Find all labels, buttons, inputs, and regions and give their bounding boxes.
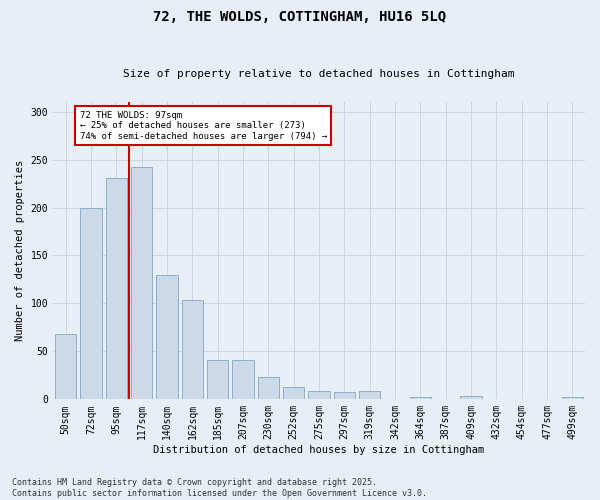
Bar	[359, 390, 380, 400]
Bar	[131, 167, 152, 400]
Bar	[308, 390, 330, 400]
Bar	[156, 274, 178, 400]
Bar	[232, 360, 254, 400]
Bar	[207, 360, 229, 400]
Bar	[182, 300, 203, 400]
Bar	[283, 387, 304, 400]
Bar	[257, 378, 279, 400]
Text: 72, THE WOLDS, COTTINGHAM, HU16 5LQ: 72, THE WOLDS, COTTINGHAM, HU16 5LQ	[154, 10, 446, 24]
Bar	[410, 398, 431, 400]
Bar	[562, 398, 583, 400]
Bar	[80, 208, 102, 400]
Y-axis label: Number of detached properties: Number of detached properties	[15, 160, 25, 342]
Title: Size of property relative to detached houses in Cottingham: Size of property relative to detached ho…	[123, 69, 515, 79]
Bar	[460, 396, 482, 400]
Bar	[55, 334, 76, 400]
Bar	[334, 392, 355, 400]
Text: 72 THE WOLDS: 97sqm
← 25% of detached houses are smaller (273)
74% of semi-detac: 72 THE WOLDS: 97sqm ← 25% of detached ho…	[80, 111, 327, 140]
Text: Contains HM Land Registry data © Crown copyright and database right 2025.
Contai: Contains HM Land Registry data © Crown c…	[12, 478, 427, 498]
Bar	[106, 178, 127, 400]
X-axis label: Distribution of detached houses by size in Cottingham: Distribution of detached houses by size …	[154, 445, 485, 455]
